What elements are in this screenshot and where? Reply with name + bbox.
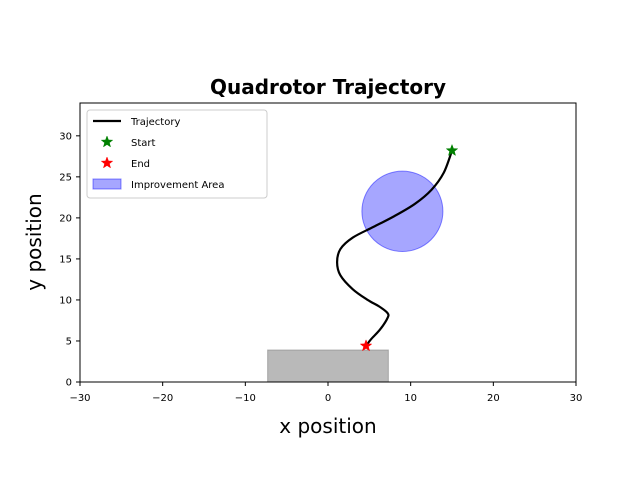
legend: Trajectory Start End Improvement Area [86,109,268,199]
x-axis-ticks: −30 −20 −10 0 10 20 30 [69,382,582,404]
y-axis-ticks: 0 5 10 15 20 25 30 [59,131,80,389]
y-tick-label: 25 [59,172,72,183]
y-tick-label: 0 [66,378,72,389]
x-tick-label: 0 [325,393,331,404]
end-marker [359,339,373,352]
x-tick-label: −10 [235,393,256,404]
y-tick-label: 10 [59,295,72,306]
legend-end-swatch [100,156,114,169]
legend-label-trajectory: Trajectory [130,117,180,128]
x-tick-label: −30 [69,393,90,404]
y-tick-label: 30 [59,131,72,142]
y-tick-label: 20 [59,213,72,224]
legend-box [86,109,268,199]
start-marker [445,143,459,157]
chart-title: Quadrotor Trajectory [210,75,446,99]
legend-label-start: Start [131,138,156,149]
series-layer [335,143,459,352]
x-axis-label: x position [279,414,376,438]
legend-improvement-area-swatch [92,178,122,190]
y-tick-label: 5 [66,336,72,347]
trajectory-line [335,150,454,347]
x-tick-label: 10 [404,393,417,404]
y-tick-label: 15 [59,254,72,265]
obstacle-rect-1 [267,349,389,383]
legend-label-improvement-area: Improvement Area [131,180,224,191]
x-tick-label: −20 [152,393,173,404]
x-tick-label: 30 [570,393,583,404]
x-tick-label: 20 [487,393,500,404]
legend-label-end: End [131,159,150,170]
y-axis-label: y position [22,193,46,290]
legend-start-swatch [100,135,114,148]
